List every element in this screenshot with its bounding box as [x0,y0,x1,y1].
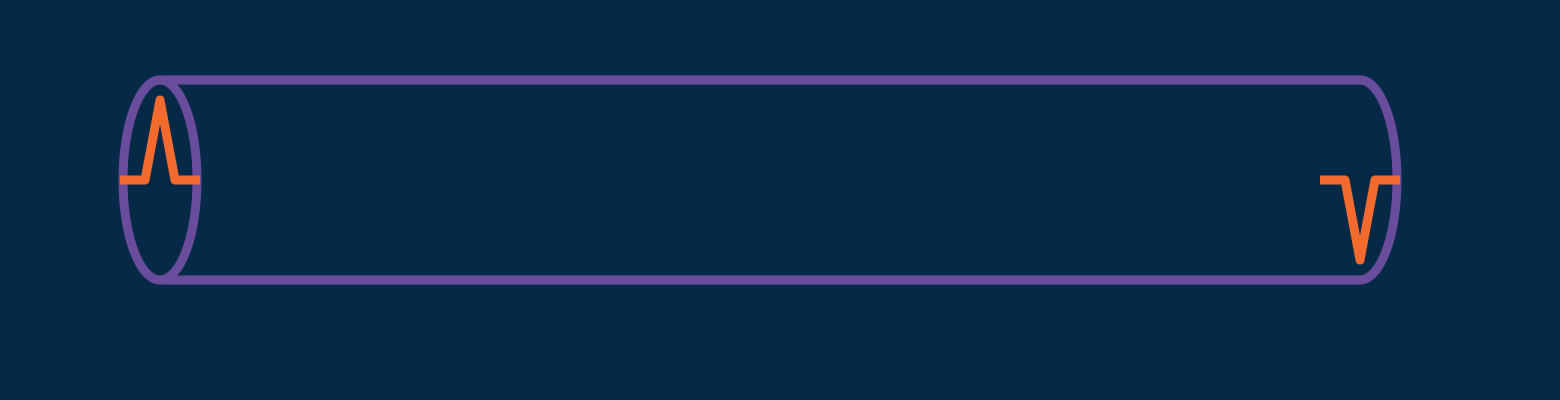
input-pulse [120,95,200,185]
reflected-pulse [1320,175,1400,265]
negative-pulse-icon [1320,175,1400,265]
positive-pulse-icon [120,95,200,185]
